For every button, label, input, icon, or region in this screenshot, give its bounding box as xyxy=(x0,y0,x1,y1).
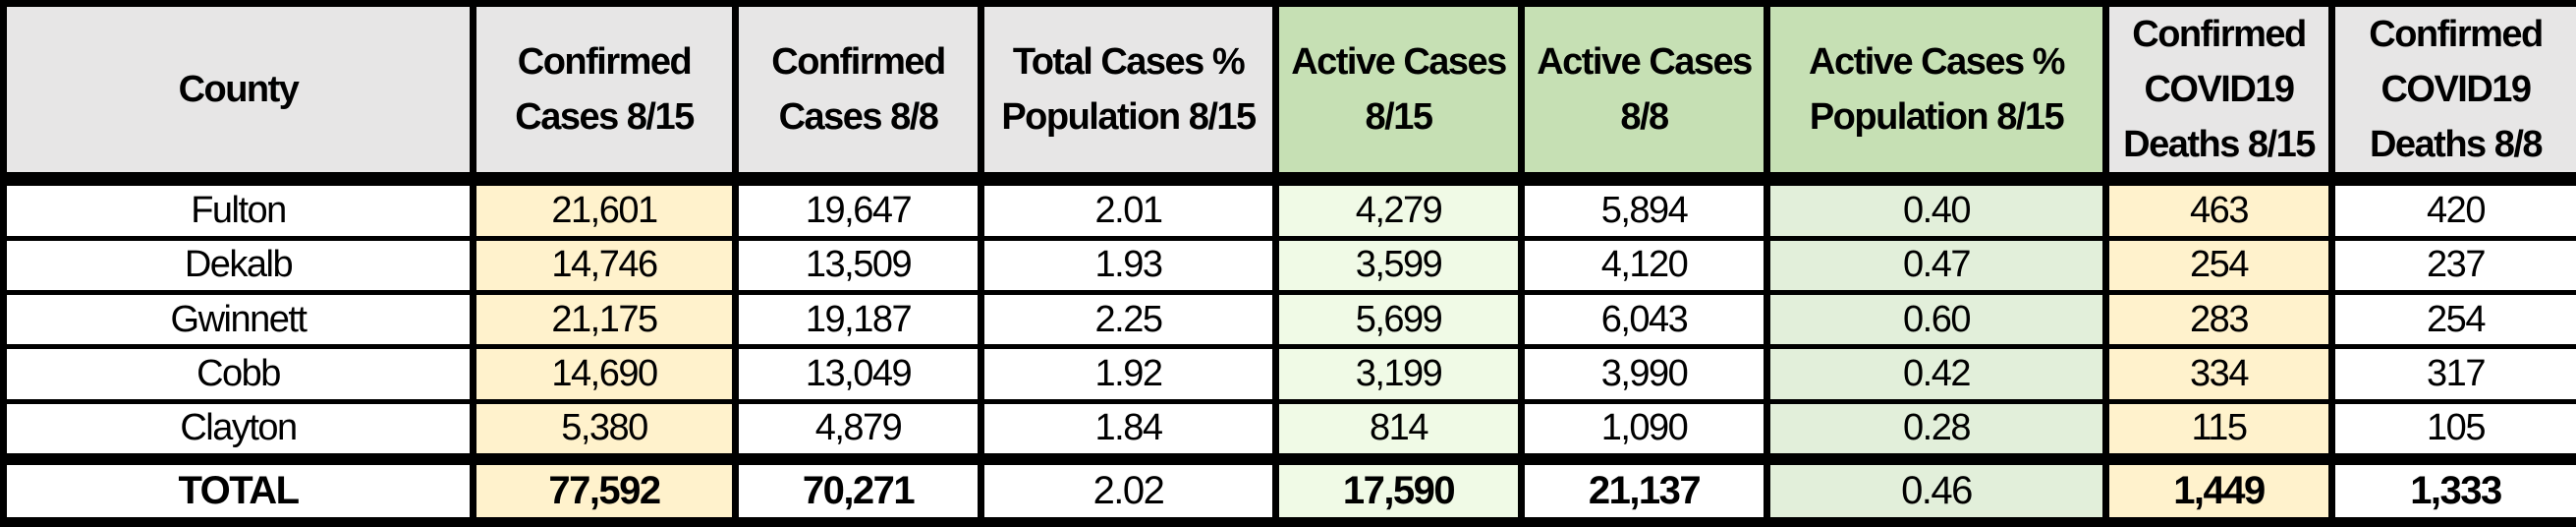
cell-confirmed-8-15: 21,175 xyxy=(470,289,739,350)
cell-county: Dekalb xyxy=(0,235,476,295)
table-row: Fulton 21,601 19,647 2.01 4,279 5,894 0.… xyxy=(0,171,2576,241)
cell-total-pct: 1.84 xyxy=(978,398,1279,462)
table-row: Cobb 14,690 13,049 1.92 3,199 3,990 0.42… xyxy=(0,344,2576,404)
cell-active-8-15: 814 xyxy=(1272,398,1525,462)
table-row: Dekalb 14,746 13,509 1.93 3,599 4,120 0.… xyxy=(0,235,2576,295)
cell-confirmed-8-8: 19,187 xyxy=(732,289,984,350)
cell-active-pct: 0.47 xyxy=(1764,235,2109,295)
cell-total-pct: 2.02 xyxy=(978,453,1279,527)
cell-active-8-15: 5,699 xyxy=(1272,289,1525,350)
cell-total-active-8-8: 21,137 xyxy=(1518,453,1770,527)
cell-total-pct: 2.25 xyxy=(978,289,1279,350)
cell-confirmed-8-8: 19,647 xyxy=(732,171,984,241)
cell-total-deaths-8-8: 1,333 xyxy=(2328,453,2576,527)
cell-deaths-8-15: 115 xyxy=(2102,398,2335,462)
cell-deaths-8-15: 254 xyxy=(2102,235,2335,295)
cell-active-pct: 0.60 xyxy=(1764,289,2109,350)
cell-total-pct: 1.92 xyxy=(978,344,1279,404)
header-row: County Confirmed Cases 8/15 Confirmed Case… xyxy=(0,0,2576,183)
cell-deaths-8-8: 420 xyxy=(2328,171,2576,241)
cell-total-active-pct: 0.46 xyxy=(1764,453,2109,527)
cell-total-confirmed-8-15: 77,592 xyxy=(470,453,739,527)
cell-active-8-15: 3,599 xyxy=(1272,235,1525,295)
header-deaths-8-15: Confirmed COVID19 Deaths 8/15 xyxy=(2102,0,2335,183)
cell-confirmed-8-15: 5,380 xyxy=(470,398,739,462)
cell-total-active-8-15: 17,590 xyxy=(1272,453,1525,527)
cell-total-pct: 1.93 xyxy=(978,235,1279,295)
cell-deaths-8-8: 237 xyxy=(2328,235,2576,295)
cell-deaths-8-8: 254 xyxy=(2328,289,2576,350)
cell-county: Fulton xyxy=(0,171,476,241)
cell-active-pct: 0.28 xyxy=(1764,398,2109,462)
cell-confirmed-8-8: 13,509 xyxy=(732,235,984,295)
table-row: Clayton 5,380 4,879 1.84 814 1,090 0.28 … xyxy=(0,398,2576,462)
cell-confirmed-8-15: 14,746 xyxy=(470,235,739,295)
table-row: Gwinnett 21,175 19,187 2.25 5,699 6,043 … xyxy=(0,289,2576,350)
header-confirmed-cases-8-15: Confirmed Cases 8/15 xyxy=(470,0,739,183)
cell-total-pct: 2.01 xyxy=(978,171,1279,241)
cell-active-8-8: 6,043 xyxy=(1518,289,1770,350)
cell-deaths-8-8: 317 xyxy=(2328,344,2576,404)
header-active-cases-pct-population: Active Cases % Population 8/15 xyxy=(1764,0,2109,183)
cell-confirmed-8-15: 14,690 xyxy=(470,344,739,404)
header-confirmed-cases-8-8: Confirmed Cases 8/8 xyxy=(732,0,984,183)
cell-confirmed-8-8: 13,049 xyxy=(732,344,984,404)
cell-deaths-8-15: 463 xyxy=(2102,171,2335,241)
cell-active-8-8: 3,990 xyxy=(1518,344,1770,404)
cell-total-deaths-8-15: 1,449 xyxy=(2102,453,2335,527)
cell-total-label: TOTAL xyxy=(0,453,476,527)
header-active-cases-8-15: Active Cases 8/15 xyxy=(1272,0,1525,183)
header-county: County xyxy=(0,0,476,183)
cell-active-8-8: 1,090 xyxy=(1518,398,1770,462)
cell-county: Cobb xyxy=(0,344,476,404)
cell-active-8-8: 5,894 xyxy=(1518,171,1770,241)
header-total-cases-pct-population: Total Cases % Population 8/15 xyxy=(978,0,1279,183)
cell-active-8-8: 4,120 xyxy=(1518,235,1770,295)
cell-deaths-8-15: 334 xyxy=(2102,344,2335,404)
cell-total-confirmed-8-8: 70,271 xyxy=(732,453,984,527)
cell-active-8-15: 3,199 xyxy=(1272,344,1525,404)
header-active-cases-8-8: Active Cases 8/8 xyxy=(1518,0,1770,183)
header-deaths-8-8: Confirmed COVID19 Deaths 8/8 xyxy=(2328,0,2576,183)
cell-county: Clayton xyxy=(0,398,476,462)
cell-deaths-8-15: 283 xyxy=(2102,289,2335,350)
cell-confirmed-8-15: 21,601 xyxy=(470,171,739,241)
cell-active-pct: 0.40 xyxy=(1764,171,2109,241)
total-row: TOTAL 77,592 70,271 2.02 17,590 21,137 0… xyxy=(0,453,2576,527)
cell-active-8-15: 4,279 xyxy=(1272,171,1525,241)
cell-deaths-8-8: 105 xyxy=(2328,398,2576,462)
cell-active-pct: 0.42 xyxy=(1764,344,2109,404)
cell-county: Gwinnett xyxy=(0,289,476,350)
cell-confirmed-8-8: 4,879 xyxy=(732,398,984,462)
